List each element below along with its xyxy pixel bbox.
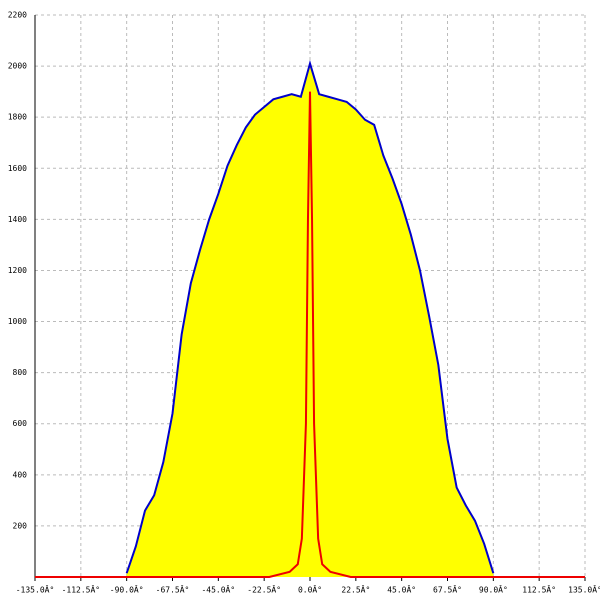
y-tick-label: 600: [13, 419, 28, 428]
y-tick-label: 2200: [8, 11, 27, 20]
y-tick-label: 1600: [8, 164, 27, 173]
y-tick-label: 800: [13, 368, 28, 377]
y-tick-label: 2000: [8, 62, 27, 71]
x-tick-label: -135.0Â°: [16, 584, 55, 595]
x-tick-label: 22.5Â°: [341, 584, 370, 595]
y-tick-label: 1000: [8, 317, 27, 326]
x-tick-label: 67.5Â°: [433, 584, 462, 595]
series-line: [35, 91, 585, 578]
area-fill: [126, 63, 494, 577]
x-tick-label: 112.5Â°: [522, 584, 556, 595]
y-tick-label: 1400: [8, 215, 27, 224]
y-tick-label: 200: [13, 521, 28, 530]
x-tick-label: -90.0Â°: [110, 584, 144, 595]
x-tick-label: 135.0Â°: [568, 584, 600, 595]
series-line: [125, 59, 495, 574]
x-tick-label: 90.0Â°: [479, 584, 508, 595]
y-tick-label: 1800: [8, 113, 27, 122]
x-tick-label: -112.5Â°: [62, 584, 101, 595]
x-tick-label: -67.5Â°: [156, 584, 190, 595]
x-tick-label: -22.5Â°: [247, 584, 281, 595]
x-tick-label: -45.0Â°: [201, 584, 235, 595]
x-tick-label: 45.0Â°: [387, 584, 416, 595]
x-tick-label: 0.0Â°: [298, 584, 322, 595]
y-tick-label: 1200: [8, 266, 27, 275]
y-tick-label: 400: [13, 470, 28, 479]
